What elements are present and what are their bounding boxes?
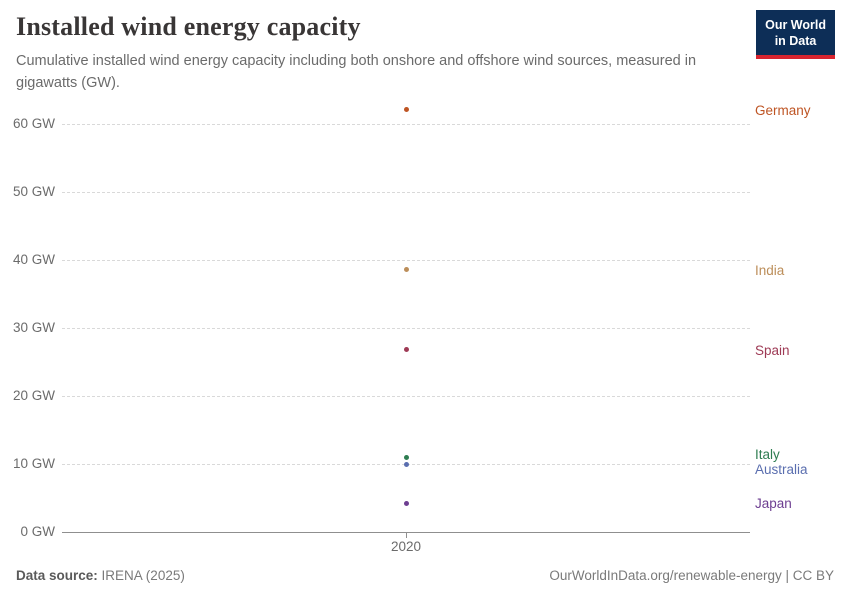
y-axis-tick-label: 60 GW — [12, 116, 55, 131]
credit-link[interactable]: OurWorldInData.org/renewable-energy | CC… — [549, 568, 834, 583]
y-axis-tick-label: 40 GW — [12, 252, 55, 267]
series-label-spain[interactable]: Spain — [755, 342, 790, 358]
data-source-note: Data source: IRENA (2025) — [16, 568, 185, 583]
gridline — [62, 191, 750, 193]
data-point-japan[interactable] — [403, 500, 409, 506]
series-label-japan[interactable]: Japan — [755, 496, 792, 512]
series-label-australia[interactable]: Australia — [755, 462, 808, 477]
y-axis-tick-label: 0 GW — [20, 524, 55, 539]
y-axis-tick-label: 30 GW — [12, 320, 55, 335]
owid-logo[interactable]: Our World in Data — [756, 10, 835, 59]
owid-logo-line2: in Data — [774, 34, 817, 49]
data-source-label: Data source: — [16, 568, 98, 583]
y-axis-tick-label: 10 GW — [12, 456, 55, 471]
data-point-spain[interactable] — [403, 347, 409, 353]
page-title: Installed wind energy capacity — [16, 12, 361, 41]
series-label-italy[interactable]: Italy — [755, 447, 780, 463]
y-axis-tick-label: 50 GW — [12, 184, 55, 199]
data-point-india[interactable] — [403, 267, 409, 273]
series-label-germany[interactable]: Germany — [755, 103, 811, 119]
gridline — [62, 327, 750, 329]
gridline — [62, 259, 750, 261]
x-axis-tick — [406, 532, 407, 538]
chart-subtitle: Cumulative installed wind energy capacit… — [16, 53, 697, 91]
gridline — [62, 123, 750, 125]
gridline — [62, 395, 750, 397]
x-axis-tick-label: 2020 — [390, 539, 422, 554]
data-point-australia[interactable] — [403, 461, 409, 467]
data-point-italy[interactable] — [403, 454, 409, 460]
data-source-value: IRENA (2025) — [101, 568, 185, 583]
y-axis-tick-label: 20 GW — [12, 388, 55, 403]
owid-logo-line1: Our World — [765, 18, 826, 32]
data-point-germany[interactable] — [403, 106, 409, 112]
series-label-india[interactable]: India — [755, 262, 785, 278]
